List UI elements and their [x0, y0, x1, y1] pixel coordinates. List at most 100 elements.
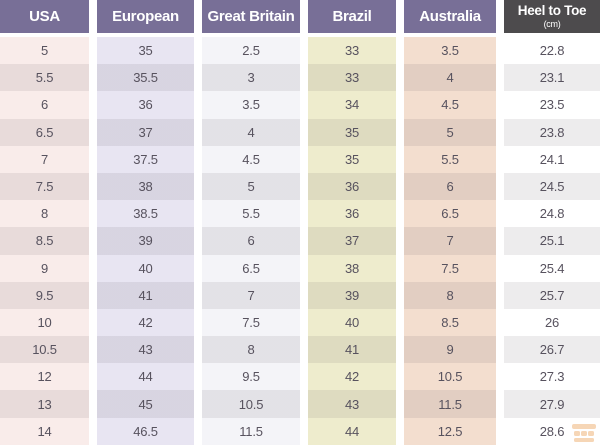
table-cell: 39 [308, 281, 396, 309]
table-cell: 6 [404, 172, 496, 201]
column-header-label: Great Britain [207, 8, 295, 25]
column-header-european: European [97, 0, 194, 33]
table-cell: 10.5 [404, 363, 496, 391]
table-cell: 9.5 [202, 363, 300, 391]
table-cell: 6 [202, 227, 300, 255]
table-header-row: USA European Great Britain Brazil Austra… [0, 0, 600, 33]
table-cell: 24.8 [504, 200, 600, 228]
table-cell: 5 [0, 37, 89, 65]
table-cell: 25.7 [504, 281, 600, 309]
table-cell: 41 [97, 281, 194, 309]
table-cell: 6.5 [0, 118, 89, 146]
table-cell: 5.5 [202, 200, 300, 228]
table-cell: 23.8 [504, 118, 600, 146]
table-cell: 36 [308, 200, 396, 228]
table-cell: 3.5 [202, 91, 300, 119]
table-cell: 11.5 [202, 417, 300, 445]
table-cell: 25.1 [504, 227, 600, 255]
column-header-label: European [112, 8, 179, 25]
table-cell: 26.7 [504, 336, 600, 364]
table-cell: 4.5 [202, 145, 300, 173]
table-cell: 35 [308, 145, 396, 173]
table-cell: 46.5 [97, 417, 194, 445]
table-cell: 42 [97, 308, 194, 337]
table-cell: 14 [0, 417, 89, 445]
column-header-usa: USA [0, 0, 89, 33]
table-cell: 38 [97, 172, 194, 201]
table-cell: 35.5 [97, 64, 194, 92]
size-table-body: 5 35 2.5 33 3.5 22.8 5.5 35.5 3 33 4 23.1 6 36 3.5 34 4.… [0, 37, 600, 445]
column-header-label: USA [29, 8, 60, 25]
table-cell: 36 [97, 91, 194, 119]
table-cell: 40 [308, 308, 396, 337]
table-cell: 6.5 [202, 254, 300, 282]
table-cell: 41 [308, 336, 396, 364]
column-header-heel-to-toe: Heel to Toe (cm) [504, 0, 600, 33]
table-cell: 42 [308, 363, 396, 391]
table-cell: 44 [97, 363, 194, 391]
table-cell: 9 [404, 336, 496, 364]
table-cell: 36 [308, 172, 396, 201]
table-cell: 33 [308, 64, 396, 92]
table-cell: 28.6 [504, 417, 600, 445]
table-cell: 8 [202, 336, 300, 364]
table-cell: 10.5 [202, 390, 300, 418]
table-cell: 4 [404, 64, 496, 92]
table-cell: 26 [504, 308, 600, 337]
table-cell: 27.3 [504, 363, 600, 391]
table-cell: 7.5 [404, 254, 496, 282]
table-cell: 23.5 [504, 91, 600, 119]
table-cell: 5 [404, 118, 496, 146]
table-cell: 8.5 [0, 227, 89, 255]
table-cell: 35 [308, 118, 396, 146]
table-cell: 12 [0, 363, 89, 391]
column-header-australia: Australia [404, 0, 496, 33]
table-cell: 13 [0, 390, 89, 418]
table-cell: 7.5 [202, 308, 300, 337]
table-cell: 27.9 [504, 390, 600, 418]
table-cell: 33 [308, 37, 396, 65]
column-header-label: Heel to Toe [517, 3, 587, 19]
table-cell: 35 [97, 37, 194, 65]
table-cell: 7 [202, 281, 300, 309]
table-cell: 5.5 [404, 145, 496, 173]
table-cell: 9.5 [0, 281, 89, 309]
table-cell: 22.8 [504, 37, 600, 65]
table-cell: 5 [202, 172, 300, 201]
column-header-label: Brazil [332, 8, 372, 25]
table-cell: 23.1 [504, 64, 600, 92]
table-cell: 24.5 [504, 172, 600, 201]
table-cell: 8 [0, 200, 89, 228]
table-cell: 43 [97, 336, 194, 364]
table-cell: 43 [308, 390, 396, 418]
table-cell: 39 [97, 227, 194, 255]
table-cell: 11.5 [404, 390, 496, 418]
table-cell: 37.5 [97, 145, 194, 173]
table-cell: 38.5 [97, 200, 194, 228]
column-header-great-britain: Great Britain [202, 0, 300, 33]
table-cell: 37 [97, 118, 194, 146]
table-cell: 6 [0, 91, 89, 119]
table-cell: 40 [97, 254, 194, 282]
table-cell: 38 [308, 254, 396, 282]
table-cell: 25.4 [504, 254, 600, 282]
table-cell: 44 [308, 417, 396, 445]
table-cell: 34 [308, 91, 396, 119]
table-cell: 3.5 [404, 37, 496, 65]
table-cell: 7 [0, 145, 89, 173]
column-header-brazil: Brazil [308, 0, 396, 33]
table-cell: 37 [308, 227, 396, 255]
table-cell: 5.5 [0, 64, 89, 92]
table-cell: 9 [0, 254, 89, 282]
column-header-label: Australia [419, 8, 481, 25]
table-cell: 4 [202, 118, 300, 146]
table-cell: 45 [97, 390, 194, 418]
storefront-logo-icon [572, 424, 596, 442]
table-cell: 8.5 [404, 308, 496, 337]
column-header-unit-label: (cm) [543, 18, 561, 29]
table-cell: 3 [202, 64, 300, 92]
table-cell: 7 [404, 227, 496, 255]
table-cell: 12.5 [404, 417, 496, 445]
table-cell: 4.5 [404, 91, 496, 119]
